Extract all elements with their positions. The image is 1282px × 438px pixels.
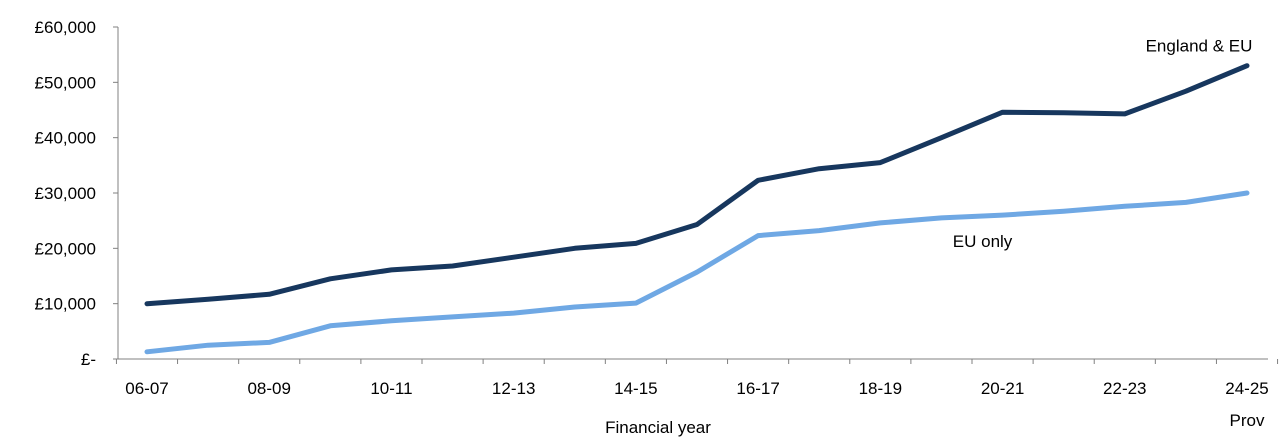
x-tick-label: 14-15 <box>614 379 657 398</box>
y-tick-label: £40,000 <box>35 129 96 148</box>
x-tick-label: 10-11 <box>370 379 412 398</box>
x-tick-label: 18-19 <box>859 379 902 398</box>
x-axis-title: Financial year <box>605 418 711 437</box>
x-tick-label: 08-09 <box>247 379 290 398</box>
series-line <box>144 190 1250 355</box>
y-tick-label: £30,000 <box>35 184 96 203</box>
series-label: England & EU <box>1146 37 1253 56</box>
y-tick-label: £20,000 <box>35 239 96 258</box>
y-tick-label: £60,000 <box>35 18 96 37</box>
series-label: EU only <box>953 232 1013 251</box>
x-tick-label: 06-07 <box>125 379 168 398</box>
series-line <box>144 63 1250 307</box>
x-tick-sublabel: Prov <box>1230 411 1265 430</box>
x-tick-label: 24-25 <box>1225 379 1268 398</box>
x-tick-label: 12-13 <box>492 379 535 398</box>
y-axis: £- £10,000 £20,000 £30,000 £40,000 £50,000 £60… <box>35 18 119 369</box>
series-lines <box>144 63 1250 355</box>
series-labels: England & EU EU only <box>953 37 1253 251</box>
y-tick-label: £10,000 <box>35 295 96 314</box>
x-axis: 06-07 08-09 10-11 12-13 14-15 16-17 18-19 20-21… <box>115 358 1279 430</box>
x-tick-label: 16-17 <box>736 379 779 398</box>
y-tick-label: £- <box>81 350 96 369</box>
y-tick-label: £50,000 <box>35 73 96 92</box>
x-tick-label: 20-21 <box>981 379 1024 398</box>
x-tick-label: 22-23 <box>1103 379 1146 398</box>
